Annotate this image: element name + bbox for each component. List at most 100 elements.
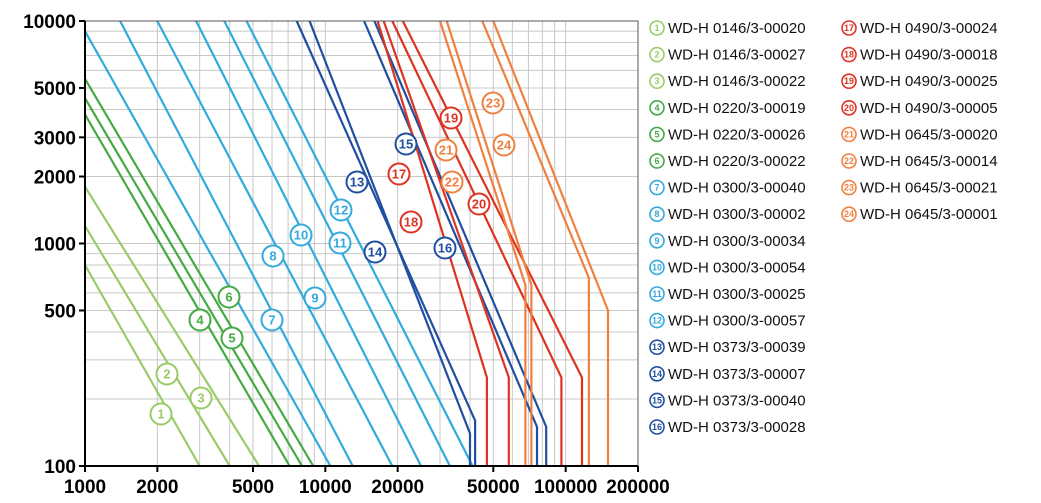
legend-entry-18: 18 WD-H 0490/3-00018 [841, 46, 998, 64]
curve-marker-number: 19 [444, 111, 458, 126]
legend-swatch-number: 8 [654, 209, 659, 219]
legend-swatch-number: 20 [844, 103, 854, 113]
curve-marker-number: 10 [294, 228, 308, 243]
y-tick-label: 2000 [34, 168, 76, 189]
curve-marker-circle [439, 106, 463, 130]
y-tick-label: 5000 [34, 79, 76, 100]
legend-entry-20: 20 WD-H 0490/3-00005 [841, 100, 998, 117]
legend-label: WD-H 0146/3-00022 [668, 73, 806, 90]
legend-swatch [649, 312, 665, 329]
curve-marker-13: 13 [345, 170, 369, 194]
x-tick-label: 50000 [467, 477, 520, 498]
legend-label: WD-H 0373/3-00007 [668, 366, 806, 383]
legend-swatch-number: 6 [654, 156, 659, 166]
curve-marker-number: 12 [334, 203, 348, 218]
legend-label: WD-H 0220/3-00026 [668, 126, 806, 143]
legend-swatch-number: 14 [652, 369, 662, 379]
curve-marker-21: 21 [434, 138, 458, 162]
legend-label: WD-H 0220/3-00019 [668, 100, 806, 117]
curve-marker-circle [481, 91, 505, 115]
legend-swatch [649, 126, 665, 143]
legend-label: WD-H 0300/3-00034 [668, 233, 806, 250]
series-line-6 [84, 78, 315, 467]
legend-swatch-number: 1 [654, 23, 659, 33]
curve-marker-6: 6 [217, 285, 241, 309]
series-line-24 [492, 20, 610, 466]
legend-swatch [649, 179, 665, 196]
y-tick-label: 10000 [23, 12, 76, 33]
curve-marker-circle [433, 236, 457, 260]
curve-marker-number: 3 [197, 391, 204, 406]
curve-marker-number: 24 [497, 138, 512, 153]
legend-swatch [649, 365, 665, 382]
curve-marker-circle [260, 308, 284, 332]
legend-label: WD-H 0300/3-00057 [668, 313, 806, 330]
curve-marker-circle [217, 285, 241, 309]
legend-entry-21: 21 WD-H 0645/3-00020 [841, 126, 998, 143]
legend-entry-9: 9 WD-H 0300/3-00034 [649, 233, 806, 250]
axes: 100 500 1000 2000 3000 5000 10000 1000 2000 5000 1… [23, 12, 670, 498]
curve-marker-14: 14 [363, 240, 387, 264]
curve-marker-number: 18 [404, 215, 418, 230]
curve-marker-circle [394, 132, 418, 156]
x-tick-label: 200000 [606, 477, 669, 498]
series-line-21 [438, 20, 527, 466]
curve-marker-17: 17 [387, 162, 411, 186]
curve-marker-circle [434, 138, 458, 162]
legend-entry-16: 16 WD-H 0373/3-00028 [649, 419, 806, 436]
y-tick-label: 1000 [34, 235, 76, 256]
x-tick-label: 10000 [299, 477, 352, 498]
legend-entry-14: 14 WD-H 0373/3-00007 [649, 365, 806, 383]
curve-marker-12: 12 [329, 198, 353, 222]
curve-marker-7: 7 [260, 308, 284, 332]
series-line-13 [295, 20, 477, 466]
curve-marker-9: 9 [303, 286, 327, 310]
legend-swatch [649, 233, 665, 249]
curve-marker-number: 5 [228, 331, 235, 346]
legend-swatch [841, 179, 857, 196]
y-tick-label: 500 [44, 301, 76, 322]
legend-swatch-number: 19 [844, 76, 854, 86]
curve-marker-circle [363, 240, 387, 264]
legend-swatch-number: 18 [844, 50, 854, 60]
curve-marker-number: 13 [350, 175, 364, 190]
curve-marker-circle [345, 170, 369, 194]
legend-label: WD-H 0300/3-00040 [668, 180, 806, 197]
curve-marker-number: 23 [486, 96, 500, 111]
series-line-5 [84, 97, 303, 467]
curve-marker-circle [328, 231, 352, 255]
series-line-1 [84, 264, 201, 467]
legend-entry-8: 8 WD-H 0300/3-00002 [649, 206, 806, 223]
curve-marker-number: 14 [368, 245, 383, 260]
curve-marker-5: 5 [220, 326, 244, 350]
legend-swatch [649, 419, 665, 435]
curve-marker-10: 10 [289, 223, 313, 247]
curve-marker-circle [303, 286, 327, 310]
legend-swatch [841, 153, 857, 169]
legend-swatch [649, 73, 665, 89]
curve-marker-number: 1 [157, 407, 164, 422]
series-line-14 [308, 20, 472, 466]
legend-swatch [649, 100, 665, 116]
legend-label: WD-H 0373/3-00040 [668, 392, 806, 409]
curve-marker-number: 17 [392, 167, 406, 182]
legend-entry-19: 19 WD-H 0490/3-00025 [841, 73, 998, 90]
legend-swatch [841, 20, 857, 36]
legend-swatch [649, 153, 665, 169]
curve-marker-circle [289, 223, 313, 247]
legend-swatch-number: 24 [844, 209, 854, 219]
legend-swatch [649, 259, 665, 276]
curve-marker-20: 20 [467, 192, 491, 216]
legend-label: WD-H 0300/3-00025 [668, 286, 806, 303]
legend-swatch-number: 13 [652, 342, 662, 352]
legend-swatch [841, 46, 857, 63]
series-line-7 [84, 30, 332, 467]
legend-entry-13: 13 WD-H 0373/3-00039 [649, 339, 806, 356]
series-line-18 [382, 20, 510, 466]
legend-entry-22: 22 WD-H 0645/3-00014 [841, 153, 998, 170]
legend-entry-12: 12 WD-H 0300/3-00057 [649, 312, 806, 330]
legend-swatch [649, 339, 665, 356]
curve-marker-19: 19 [439, 106, 463, 130]
curve-marker-circle [149, 402, 173, 426]
